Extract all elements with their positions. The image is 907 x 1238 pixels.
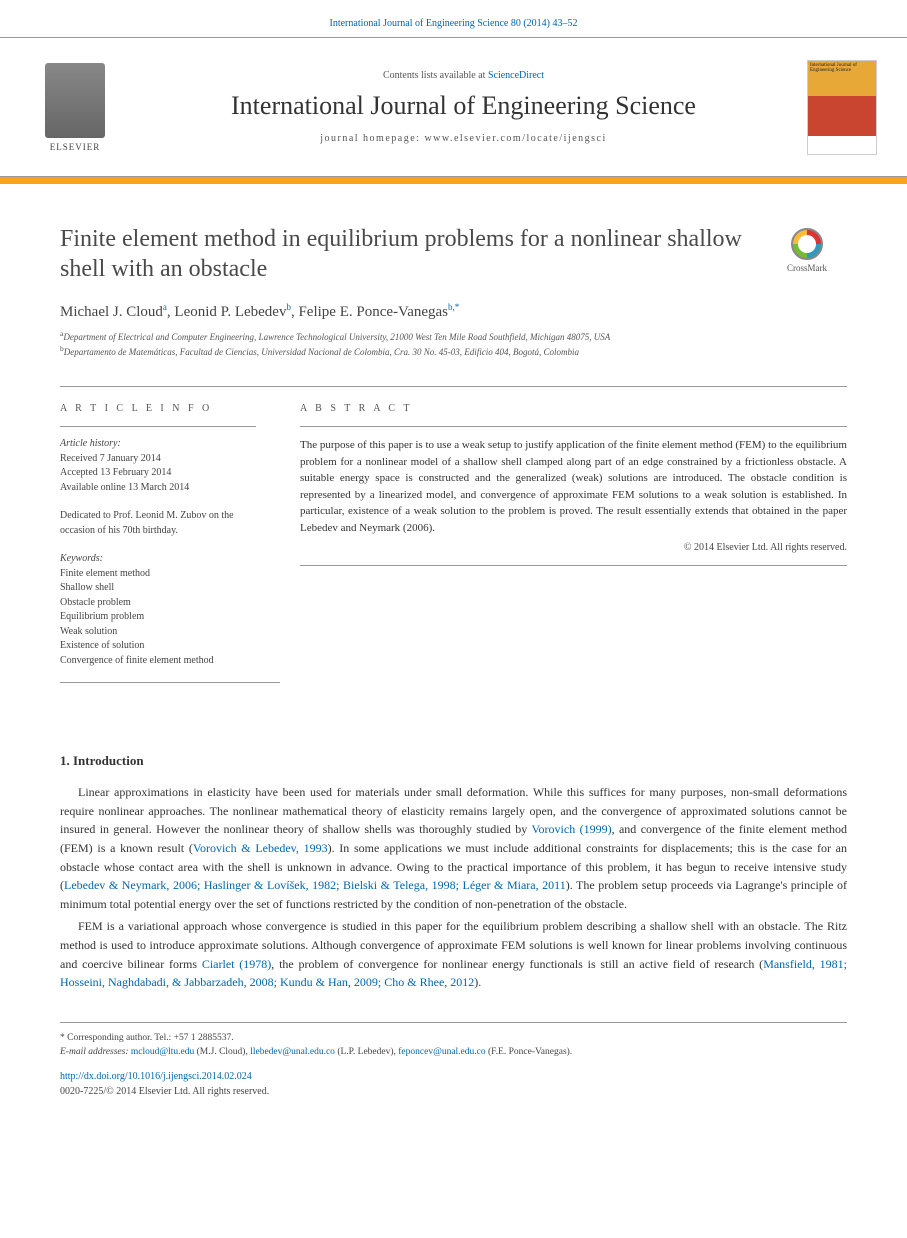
affiliation-a: aDepartment of Electrical and Computer E…: [60, 329, 847, 344]
history-received: Received 7 January 2014: [60, 452, 256, 467]
keyword: Equilibrium problem: [60, 610, 256, 625]
abstract-bottom-rule: [300, 565, 847, 566]
email-line: E-mail addresses: mcloud@ltu.edu (M.J. C…: [60, 1045, 847, 1059]
crossmark-icon: [791, 228, 823, 260]
author-3: Felipe E. Ponce-Vanegas: [298, 304, 448, 320]
cover-title: International Journal of Engineering Sci…: [808, 61, 876, 96]
keyword: Weak solution: [60, 625, 256, 640]
article-title: Finite element method in equilibrium pro…: [60, 224, 747, 284]
journal-cover-thumbnail: International Journal of Engineering Sci…: [807, 60, 877, 155]
sciencedirect-link[interactable]: ScienceDirect: [488, 70, 544, 81]
contents-available-line: Contents lists available at ScienceDirec…: [130, 70, 797, 81]
p2-text: ).: [474, 975, 481, 989]
author-3-affil: b,*: [448, 302, 459, 312]
info-bottom-rule: [60, 682, 280, 683]
article-info-label: A R T I C L E I N F O: [60, 403, 256, 414]
email-1-who: (M.J. Cloud),: [194, 1047, 250, 1057]
journal-reference: International Journal of Engineering Sci…: [0, 0, 907, 37]
ref-vorovich-lebedev-1993[interactable]: Vorovich & Lebedev, 1993: [193, 841, 328, 855]
keyword: Shallow shell: [60, 581, 256, 596]
doi-link[interactable]: http://dx.doi.org/10.1016/j.ijengsci.201…: [60, 1069, 847, 1084]
dedication: Dedicated to Prof. Leonid M. Zubov on th…: [60, 509, 256, 538]
elsevier-tree-icon: [45, 63, 105, 138]
abstract-column: A B S T R A C T The purpose of this pape…: [280, 386, 847, 683]
footer-block: * Corresponding author. Tel.: +57 1 2885…: [60, 1022, 847, 1100]
email-3[interactable]: feponcev@unal.edu.co: [398, 1047, 485, 1057]
section-heading-1: 1. Introduction: [60, 753, 847, 769]
abstract-rule: [300, 426, 847, 427]
contents-prefix: Contents lists available at: [383, 70, 488, 81]
homepage-url: www.elsevier.com/locate/ijengsci: [424, 133, 606, 144]
article-history: Article history: Received 7 January 2014…: [60, 437, 256, 495]
ref-group-obstacle[interactable]: Lebedev & Neymark, 2006; Haslinger & Lov…: [64, 878, 566, 892]
cover-bot: [808, 136, 876, 154]
ref-vorovich-1999[interactable]: Vorovich (1999): [531, 822, 611, 836]
abstract-copyright: © 2014 Elsevier Ltd. All rights reserved…: [300, 542, 847, 553]
intro-para-1: Linear approximations in elasticity have…: [60, 783, 847, 913]
info-rule: [60, 426, 256, 427]
email-3-who: (F.E. Ponce-Vanegas).: [486, 1047, 573, 1057]
abstract-label: A B S T R A C T: [300, 403, 847, 414]
keyword: Convergence of finite element method: [60, 654, 256, 669]
issn-copyright: 0020-7225/© 2014 Elsevier Ltd. All right…: [60, 1084, 847, 1099]
author-2: Leonid P. Lebedev: [174, 304, 286, 320]
elsevier-logo: ELSEVIER: [30, 47, 120, 167]
history-header: Article history:: [60, 437, 256, 452]
journal-name: International Journal of Engineering Sci…: [130, 91, 797, 121]
article-info-column: A R T I C L E I N F O Article history: R…: [60, 386, 280, 683]
keyword: Obstacle problem: [60, 596, 256, 611]
abstract-text: The purpose of this paper is to use a we…: [300, 437, 847, 536]
article-area: Finite element method in equilibrium pro…: [0, 184, 907, 1119]
crossmark-badge[interactable]: CrossMark: [767, 228, 847, 273]
keyword: Finite element method: [60, 567, 256, 582]
author-1: Michael J. Cloud: [60, 304, 163, 320]
crossmark-label: CrossMark: [787, 263, 827, 273]
info-abstract-row: A R T I C L E I N F O Article history: R…: [60, 386, 847, 683]
authors-line: Michael J. Clouda, Leonid P. Lebedevb, F…: [60, 302, 847, 321]
keywords-block: Keywords: Finite element method Shallow …: [60, 552, 256, 668]
gold-divider: [0, 177, 907, 184]
history-accepted: Accepted 13 February 2014: [60, 466, 256, 481]
introduction-section: 1. Introduction Linear approximations in…: [60, 753, 847, 992]
cover-mid: [808, 96, 876, 136]
homepage-prefix: journal homepage:: [320, 133, 424, 144]
affiliations: aDepartment of Electrical and Computer E…: [60, 329, 847, 358]
keyword: Existence of solution: [60, 639, 256, 654]
email-1[interactable]: mcloud@ltu.edu: [131, 1047, 194, 1057]
corresponding-author: * Corresponding author. Tel.: +57 1 2885…: [60, 1031, 847, 1045]
ref-ciarlet-1978[interactable]: Ciarlet (1978): [202, 957, 271, 971]
affiliation-b: bDepartamento de Matemáticas, Facultad d…: [60, 344, 847, 359]
history-online: Available online 13 March 2014: [60, 481, 256, 496]
homepage-line: journal homepage: www.elsevier.com/locat…: [130, 133, 797, 144]
email-2[interactable]: llebedev@unal.edu.co: [250, 1047, 335, 1057]
elsevier-label: ELSEVIER: [50, 142, 101, 152]
title-row: Finite element method in equilibrium pro…: [60, 224, 847, 284]
intro-para-2: FEM is a variational approach whose conv…: [60, 917, 847, 991]
masthead-center: Contents lists available at ScienceDirec…: [120, 70, 807, 144]
p2-text: , the problem of convergence for nonline…: [271, 957, 763, 971]
email-2-who: (L.P. Lebedev),: [335, 1047, 398, 1057]
masthead: ELSEVIER Contents lists available at Sci…: [0, 37, 907, 177]
email-label: E-mail addresses:: [60, 1047, 131, 1057]
keywords-header: Keywords:: [60, 552, 256, 567]
